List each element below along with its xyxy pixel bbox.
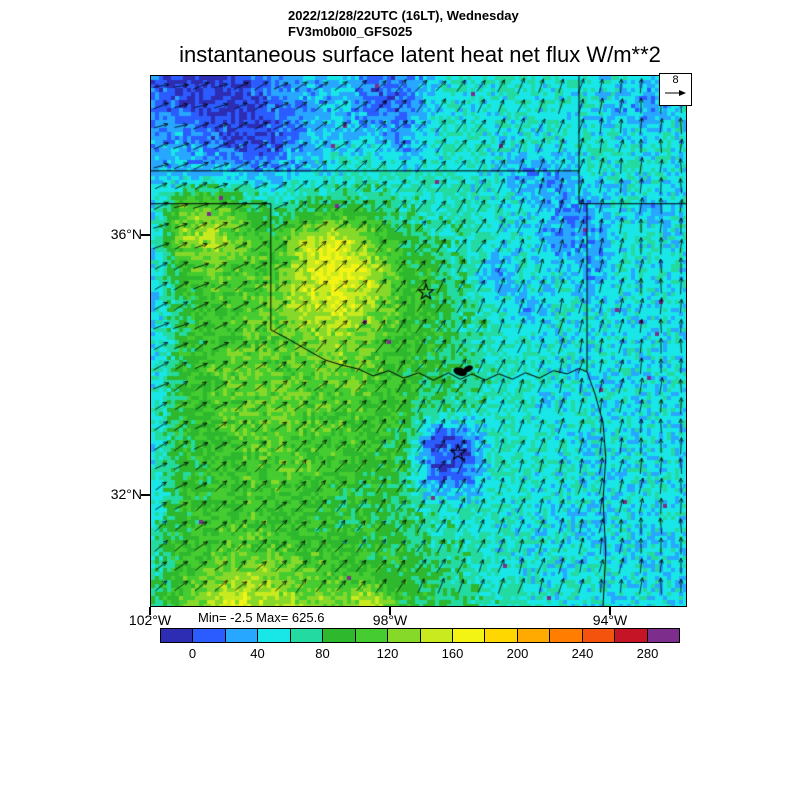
y-axis-tick (141, 494, 150, 496)
colorbar-tick-label: 40 (250, 646, 264, 661)
reference-vector-box: 8 (659, 73, 692, 106)
colorbar-tick-label: 240 (572, 646, 594, 661)
colorbar-segment (582, 628, 615, 643)
colorbar-segment (322, 628, 355, 643)
colorbar-tick-label: 280 (637, 646, 659, 661)
colorbar-segment (290, 628, 323, 643)
x-axis-tick (609, 607, 611, 615)
colorbar-segment (517, 628, 550, 643)
map-canvas (151, 76, 686, 606)
colorbar-segment (160, 628, 193, 643)
colorbar-segment (484, 628, 517, 643)
colorbar-tick-label: 0 (189, 646, 196, 661)
colorbar-segment (387, 628, 420, 643)
reference-arrow-icon (663, 87, 688, 99)
colorbar-tick-label: 120 (377, 646, 399, 661)
y-axis-label: 32°N (100, 486, 142, 502)
x-axis-tick (149, 607, 151, 615)
plot-title: instantaneous surface latent heat net fl… (130, 42, 710, 68)
weather-plot-page: 2022/12/28/22UTC (16LT), Wednesday FV3m0… (0, 0, 800, 800)
colorbar-segment (647, 628, 680, 643)
minmax-stats-label: Min= -2.5 Max= 625.6 (198, 610, 324, 625)
colorbar-segment (614, 628, 647, 643)
y-axis-tick (141, 234, 150, 236)
colorbar-segment (452, 628, 485, 643)
map-frame (150, 75, 687, 607)
datetime-heading: 2022/12/28/22UTC (16LT), Wednesday (288, 8, 519, 23)
colorbar-tick-label: 200 (507, 646, 529, 661)
colorbar-segment (420, 628, 453, 643)
colorbar-tick-label: 80 (315, 646, 329, 661)
colorbar-tick-label: 160 (442, 646, 464, 661)
colorbar (160, 628, 680, 643)
colorbar-segment (355, 628, 388, 643)
colorbar-segment (549, 628, 582, 643)
x-axis-tick (389, 607, 391, 615)
colorbar-segment (192, 628, 225, 643)
model-run-heading: FV3m0b0I0_GFS025 (288, 24, 412, 39)
colorbar-segment (225, 628, 258, 643)
reference-vector-value: 8 (672, 74, 678, 87)
colorbar-segment (257, 628, 290, 643)
y-axis-label: 36°N (100, 226, 142, 242)
